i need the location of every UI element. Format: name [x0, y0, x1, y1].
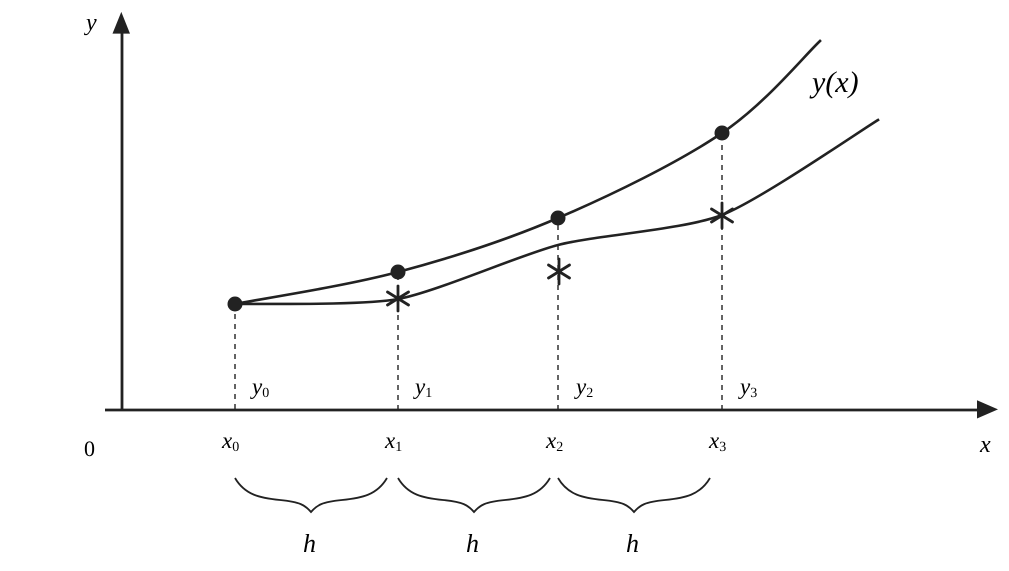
svg-text:y2: y2	[574, 374, 593, 401]
svg-text:y: y	[84, 10, 97, 36]
svg-text:h: h	[626, 529, 639, 558]
svg-text:0: 0	[84, 436, 95, 461]
svg-text:h: h	[303, 529, 316, 558]
svg-text:x3: x3	[708, 428, 726, 455]
svg-text:y1: y1	[413, 374, 432, 401]
svg-text:h: h	[466, 529, 479, 558]
svg-text:x2: x2	[545, 428, 563, 455]
svg-text:y(x): y(x)	[809, 66, 859, 99]
svg-text:x1: x1	[384, 428, 402, 455]
svg-text:y0: y0	[250, 374, 269, 401]
svg-text:y3: y3	[738, 374, 757, 401]
svg-text:x: x	[979, 432, 991, 458]
svg-text:x0: x0	[221, 428, 239, 455]
